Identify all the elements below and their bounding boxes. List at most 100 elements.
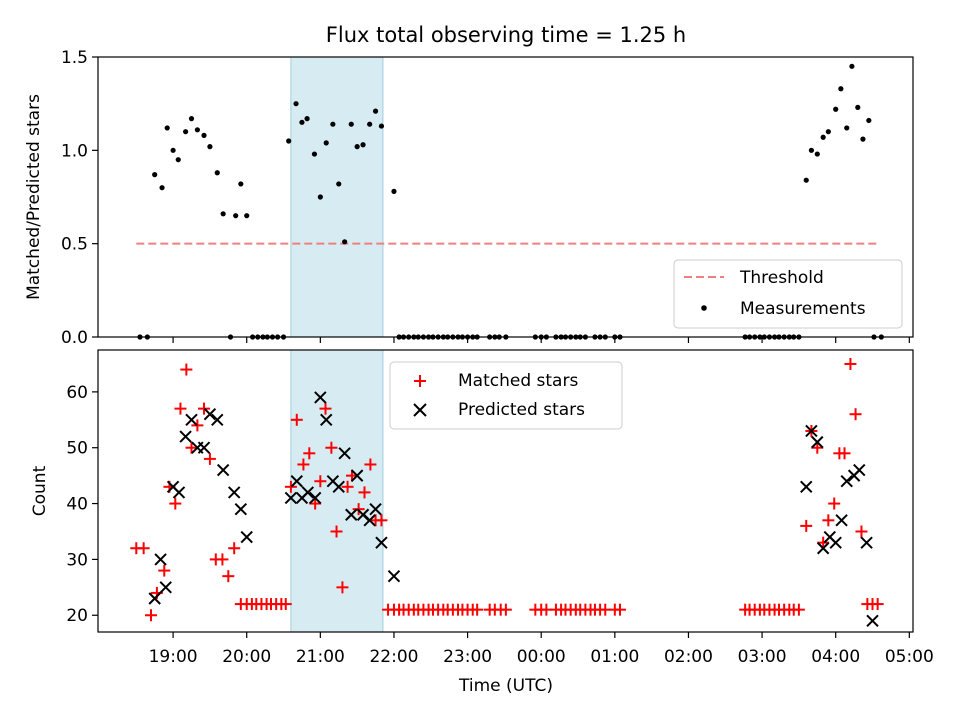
measurement-point <box>293 101 299 107</box>
predicted-star-marker <box>308 491 322 505</box>
matched-star-marker <box>375 514 388 527</box>
x-tick-label: 19:00 <box>149 647 198 667</box>
legend-measurements-swatch <box>701 305 707 311</box>
measurement-point <box>323 140 329 146</box>
measurement-point <box>825 129 831 135</box>
top-highlight-span <box>290 56 384 338</box>
bottom-legend-box <box>389 361 623 430</box>
x-tick-label: 02:00 <box>664 647 713 667</box>
predicted-star-marker <box>816 542 830 555</box>
matched-star-marker <box>222 570 235 583</box>
matched-star-marker <box>297 458 310 471</box>
predicted-star-marker <box>811 435 824 449</box>
predicted-star-marker <box>314 391 327 404</box>
predicted-star-marker <box>363 514 376 527</box>
predicted-star-marker <box>835 514 848 527</box>
measurement-point <box>188 116 195 122</box>
predicted-star-marker <box>211 413 224 427</box>
predicted-star-marker <box>800 480 813 494</box>
matched-star-marker <box>817 536 830 549</box>
measurement-point <box>354 144 360 150</box>
matched-star-marker <box>203 452 216 465</box>
matched-star-marker <box>309 497 322 510</box>
matched-star-marker <box>838 447 851 460</box>
measurement-point <box>820 134 826 140</box>
top-x-ticks <box>172 337 910 343</box>
measurement-point <box>175 157 181 163</box>
matched-star-marker <box>198 402 211 415</box>
measurement-point <box>311 151 318 157</box>
measurement-point <box>207 144 213 150</box>
predicted-star-marker <box>179 430 192 443</box>
predicted-star-marker <box>375 536 388 549</box>
matched-star-marker <box>185 441 198 454</box>
predicted-star-marker <box>338 447 351 460</box>
predicted-star-marker <box>387 569 401 583</box>
x-tick-label: 23:00 <box>443 647 492 667</box>
measurement-point <box>164 125 170 131</box>
matched-star-marker <box>279 598 292 611</box>
measurement-point <box>330 121 336 127</box>
matched-star-marker <box>855 525 868 538</box>
measurement-point <box>860 136 866 142</box>
measurement-point <box>286 138 292 144</box>
predicted-star-marker <box>320 413 333 427</box>
measurement-point <box>844 125 850 131</box>
bottom-y-tick-label: 20 <box>66 606 88 626</box>
matched-star-marker <box>228 542 241 555</box>
x-tick-label: 05:00 <box>885 647 934 667</box>
top-y-tick-label: 1.0 <box>61 141 88 161</box>
measurement-point <box>803 177 809 183</box>
matched-star-marker <box>811 441 824 454</box>
top-legend: Threshold Measurements <box>673 259 903 329</box>
predicted-star-marker <box>240 530 253 544</box>
top-panel: 0.0 0.5 1.0 1.5 Matched/Predicted stars Thr… <box>24 48 914 348</box>
measurement-point <box>336 181 342 187</box>
measurement-point <box>233 213 239 219</box>
matched-star-marker <box>330 525 343 538</box>
predicted-star-marker <box>216 463 230 477</box>
predicted-star-marker <box>301 486 315 499</box>
predicted-star-marker <box>829 536 842 549</box>
matched-star-marker <box>325 441 338 454</box>
bottom-x-ticks: 19:00 20:00 21:00 22:00 23:00 00:00 01:00 02:00… <box>149 632 934 667</box>
bottom-y-axis-label: Count <box>30 465 50 516</box>
top-y-axis-label: Matched/Predicted stars <box>24 94 44 300</box>
predicted-star-marker <box>227 486 241 499</box>
predicted-star-marker <box>332 480 345 494</box>
measurement-point <box>170 147 176 153</box>
measurement-point <box>378 123 385 129</box>
matched-star-marker <box>216 553 229 566</box>
measurement-point <box>159 185 165 191</box>
top-y-tick-label: 0.5 <box>61 235 88 255</box>
matched-star-marker <box>613 603 626 616</box>
top-y-tick-label: 1.5 <box>61 48 88 68</box>
measurement-point <box>299 119 305 125</box>
measurement-point <box>183 129 189 135</box>
predicted-star-marker <box>840 475 853 488</box>
x-tick-label: 03:00 <box>738 647 787 667</box>
measurement-point <box>367 121 373 127</box>
measurement-point <box>342 239 348 245</box>
matched-star-marker <box>849 408 862 421</box>
predicted-star-marker <box>172 486 186 499</box>
legend-matched-swatch <box>414 375 426 387</box>
x-tick-label: 21:00 <box>296 647 345 667</box>
measurement-point <box>833 106 839 112</box>
predicted-star-marker <box>154 553 167 566</box>
matched-star-marker <box>169 497 182 510</box>
bottom-y-tick-label: 30 <box>66 550 88 570</box>
x-tick-label: 04:00 <box>811 647 860 667</box>
measurement-point <box>244 213 250 219</box>
predicted-star-marker <box>197 441 211 454</box>
measurement-point <box>814 151 820 157</box>
legend-predicted-swatch <box>413 403 427 417</box>
measurement-point <box>317 194 323 200</box>
predicted-star-marker <box>860 536 873 549</box>
matched-star-marker <box>499 603 512 616</box>
measurement-point <box>194 127 200 133</box>
x-axis-label: Time (UTC) <box>458 676 553 696</box>
measurement-point <box>214 170 220 176</box>
measurement-point <box>348 121 354 127</box>
